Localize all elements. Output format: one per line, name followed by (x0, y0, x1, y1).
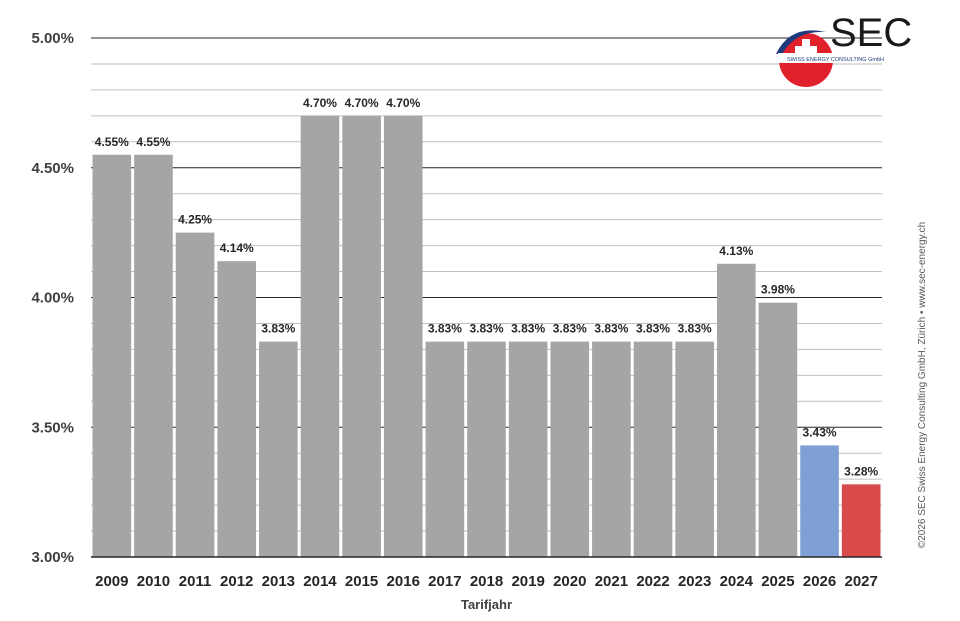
data-label-2011: 4.25% (178, 213, 212, 227)
logo-swoosh-blue (776, 30, 826, 54)
bar-2015 (342, 115, 381, 557)
data-label-2018: 3.83% (469, 322, 503, 336)
bar-2011 (175, 232, 215, 557)
data-label-2009: 4.55% (95, 135, 129, 149)
x-tick-label-2025: 2025 (761, 573, 794, 590)
bar-2019 (508, 341, 548, 557)
x-tick-label-2017: 2017 (428, 573, 461, 590)
x-tick-label-2026: 2026 (803, 573, 836, 590)
bar-2021 (592, 341, 631, 557)
x-tick-label-2013: 2013 (262, 573, 295, 590)
x-tick-label-2015: 2015 (345, 573, 378, 590)
data-label-2020: 3.83% (553, 322, 587, 336)
bar-2027 (841, 484, 881, 557)
data-label-2023: 3.83% (678, 322, 712, 336)
y-tick-label: 3.50% (31, 419, 74, 436)
y-tick-label: 5.00% (31, 30, 74, 47)
y-tick-label: 3.00% (31, 549, 74, 566)
bar-2022 (633, 341, 673, 557)
sec-logo: SEC SWISS ENERGY CONSULTING GmbH (776, 11, 912, 87)
data-label-2016: 4.70% (386, 96, 420, 110)
bar-2023 (675, 341, 714, 557)
bar-2024 (716, 263, 756, 557)
data-label-2014: 4.70% (303, 96, 337, 110)
bar-2025 (758, 302, 798, 557)
data-label-2010: 4.55% (136, 135, 170, 149)
data-label-2025: 3.98% (761, 283, 795, 297)
x-tick-label-2024: 2024 (720, 573, 754, 590)
x-axis-title: Tarifjahr (461, 597, 512, 612)
x-tick-label-2022: 2022 (636, 573, 669, 590)
data-label-2022: 3.83% (636, 322, 670, 336)
x-tick-label-2012: 2012 (220, 573, 253, 590)
bar-2013 (259, 341, 298, 557)
data-label-2017: 3.83% (428, 322, 462, 336)
x-tick-label-2027: 2027 (844, 573, 877, 590)
y-axis-tick-labels: 3.00% 3.50% 4.00% 4.50% 5.00% (31, 30, 74, 566)
logo-cross-h (795, 46, 817, 54)
bars (92, 115, 881, 557)
data-label-2024: 4.13% (719, 244, 753, 258)
x-tick-label-2020: 2020 (553, 573, 586, 590)
bar-2018 (467, 341, 506, 557)
x-tick-label-2019: 2019 (511, 573, 544, 590)
x-tick-label-2021: 2021 (595, 573, 628, 590)
bar-2014 (300, 115, 340, 557)
bar-2010 (134, 154, 173, 557)
data-label-2013: 3.83% (261, 322, 295, 336)
x-tick-label-2009: 2009 (95, 573, 128, 590)
copyright-text: ©2026 SEC Swiss Energy Consulting GmbH, … (917, 222, 928, 548)
bar-2026 (800, 445, 839, 557)
x-tick-label-2023: 2023 (678, 573, 711, 590)
bar-2009 (92, 154, 132, 557)
data-label-2019: 3.83% (511, 322, 545, 336)
x-axis-tick-labels: 2009 2010 2011 2012 2013 2014 2015 2016 2017 2018… (95, 573, 878, 590)
bar-2012 (217, 261, 257, 557)
data-label-2015: 4.70% (345, 96, 379, 110)
bar-2016 (383, 115, 423, 557)
y-tick-label: 4.50% (31, 160, 74, 177)
x-tick-label-2014: 2014 (303, 573, 337, 590)
data-labels: 4.55% 4.55% 4.25% 4.14% 3.83% 4.70% 4.70% 4.70%… (95, 96, 879, 478)
bar-2017 (425, 341, 465, 557)
x-tick-label-2018: 2018 (470, 573, 503, 590)
data-label-2027: 3.28% (844, 464, 878, 478)
x-tick-label-2011: 2011 (179, 573, 212, 590)
data-label-2021: 3.83% (594, 322, 628, 336)
data-label-2012: 4.14% (220, 241, 254, 255)
logo-text: SEC (830, 11, 912, 55)
data-label-2026: 3.43% (803, 425, 837, 439)
x-tick-label-2010: 2010 (137, 573, 170, 590)
logo-band (778, 53, 892, 63)
logo-subtext: SWISS ENERGY CONSULTING GmbH (787, 57, 884, 63)
x-tick-label-2016: 2016 (387, 573, 420, 590)
bar-2020 (550, 341, 590, 557)
y-tick-label: 4.00% (31, 290, 74, 307)
